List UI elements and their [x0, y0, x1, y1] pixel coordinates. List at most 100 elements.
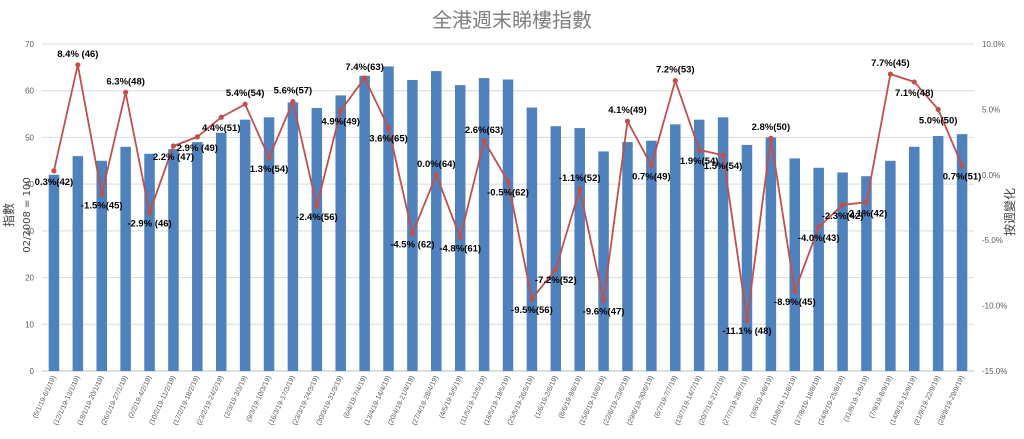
x-tick-label: (12/1/19-13/1/19)	[53, 375, 82, 427]
x-tick-label: (13/4/19-14/4/19)	[363, 375, 392, 427]
data-label: 7.1%(48)	[895, 88, 934, 99]
bar	[48, 174, 60, 371]
x-axis-ticks: (5/1/19-6/1/19)(12/1/19-13/1/19)(19/1/19…	[32, 375, 966, 427]
x-tick-label: (4/5/19-5/5/19)	[438, 375, 464, 420]
line-point	[218, 114, 224, 120]
left-tick-label: 20	[25, 274, 34, 283]
data-label: -1.1%(52)	[559, 173, 601, 184]
bar	[263, 117, 275, 371]
x-tick-label: (23/3/19-24/3/19)	[292, 375, 321, 427]
data-label: 2.6%(63)	[465, 125, 504, 136]
bar	[192, 142, 203, 371]
bar	[72, 156, 84, 371]
bar	[168, 149, 179, 371]
data-label: -0.5%(62)	[487, 187, 529, 198]
bar	[741, 144, 753, 371]
line-point	[839, 202, 846, 208]
x-tick-label: (18/5/19-19/5/19)	[483, 375, 512, 427]
bar	[215, 132, 227, 371]
line-point	[362, 75, 368, 81]
line-point	[959, 163, 965, 169]
data-label: 1.5%(54)	[704, 161, 743, 172]
data-label: -7.2%(52)	[535, 275, 577, 286]
right-tick-label: -15.0%	[982, 367, 1007, 376]
line-point	[648, 163, 654, 169]
bar	[120, 146, 131, 371]
x-tick-label: (27/7/19-28/7/19)	[722, 375, 751, 427]
data-label: -9.5%(56)	[511, 305, 553, 316]
line-point	[242, 101, 248, 107]
data-label: 4.1%(49)	[608, 105, 647, 116]
data-label: -4.8%(61)	[439, 244, 481, 255]
bar	[550, 126, 562, 372]
x-tick-label: (27/4/19-28/4/19)	[411, 375, 440, 427]
bar	[861, 176, 872, 371]
line-point	[696, 147, 702, 153]
line-point	[600, 297, 607, 303]
x-tick-label: (29/6/19-30/6/19)	[626, 375, 655, 427]
x-tick-label: (5/1/19-6/1/19)	[32, 375, 58, 420]
bar	[908, 146, 920, 371]
line-point	[863, 199, 870, 205]
bar	[454, 85, 466, 371]
x-tick-label: (21/9/19-22/9/19)	[913, 375, 942, 427]
bar	[574, 128, 585, 371]
data-label: 5.0%(50)	[919, 115, 958, 126]
bar	[622, 142, 633, 371]
data-label: -1.5%(45)	[81, 200, 123, 211]
data-label: -4.0%(43)	[798, 233, 840, 244]
x-tick-label: (20/4/19-21/4/19)	[387, 375, 416, 427]
data-label: -9.6%(47)	[583, 306, 625, 317]
x-tick-label: (25/5/19-26/5/19)	[507, 375, 536, 427]
x-tick-label: (31/8/19-1/9/19)	[843, 375, 870, 423]
bar	[359, 75, 370, 371]
bar	[431, 71, 442, 371]
data-label: 4.9%(49)	[321, 117, 360, 128]
bar	[885, 160, 896, 371]
line-point	[935, 106, 941, 112]
x-tick-label: (11/5/19-12/5/19)	[459, 375, 488, 426]
bar	[335, 95, 346, 371]
bar	[478, 78, 490, 371]
data-label: 2.2% (47)	[153, 152, 194, 163]
line-point	[290, 98, 296, 105]
line-point	[481, 138, 487, 144]
line-point	[816, 224, 822, 230]
right-tick-label: 0.0%	[982, 171, 1000, 180]
line-point	[672, 78, 678, 84]
x-tick-label: (20/7/19-21/7/19)	[698, 375, 727, 427]
bar	[598, 151, 609, 371]
x-tick-label: (9/3/19-10/3/19)	[245, 375, 272, 423]
x-tick-label: (8/6/19-9/6/19)	[558, 375, 584, 420]
line-point	[768, 135, 774, 141]
data-label: 0.7%(49)	[632, 172, 671, 183]
bar	[239, 119, 251, 371]
bar	[765, 137, 777, 371]
data-label: 2.8%(50)	[752, 122, 791, 133]
right-tick-label: 10.0%	[982, 40, 1005, 49]
line-point	[51, 168, 57, 174]
line-point	[553, 266, 559, 272]
bar	[526, 107, 538, 371]
x-tick-label: (3/8/19-4/8/19)	[749, 375, 775, 420]
x-tick-label: (10/8/19-11/8/19)	[770, 375, 799, 426]
data-label: 3.6%(65)	[369, 134, 408, 145]
left-tick-label: 0	[30, 367, 35, 376]
line-point	[457, 234, 463, 241]
line-point	[792, 288, 798, 294]
right-tick-label: -5.0%	[982, 236, 1003, 245]
line-point	[99, 191, 105, 198]
x-tick-label: (17/8/19-18/8/19)	[793, 375, 822, 427]
line-point	[75, 62, 81, 68]
x-tick-label: (15/6/19-16/6/19)	[578, 375, 607, 427]
x-tick-label: (22/6/19-23/6/19)	[602, 375, 631, 427]
chart-title: 全港週末睇樓指數	[432, 8, 592, 32]
x-tick-label: (28/9/19-29/9/19)	[937, 375, 966, 427]
data-label: 7.2%(53)	[656, 65, 695, 76]
data-label: 5.6%(57)	[274, 86, 313, 97]
bar	[96, 160, 108, 371]
data-label: 7.4%(63)	[345, 62, 384, 73]
line-series	[51, 62, 965, 323]
left-tick-label: 60	[25, 87, 34, 96]
